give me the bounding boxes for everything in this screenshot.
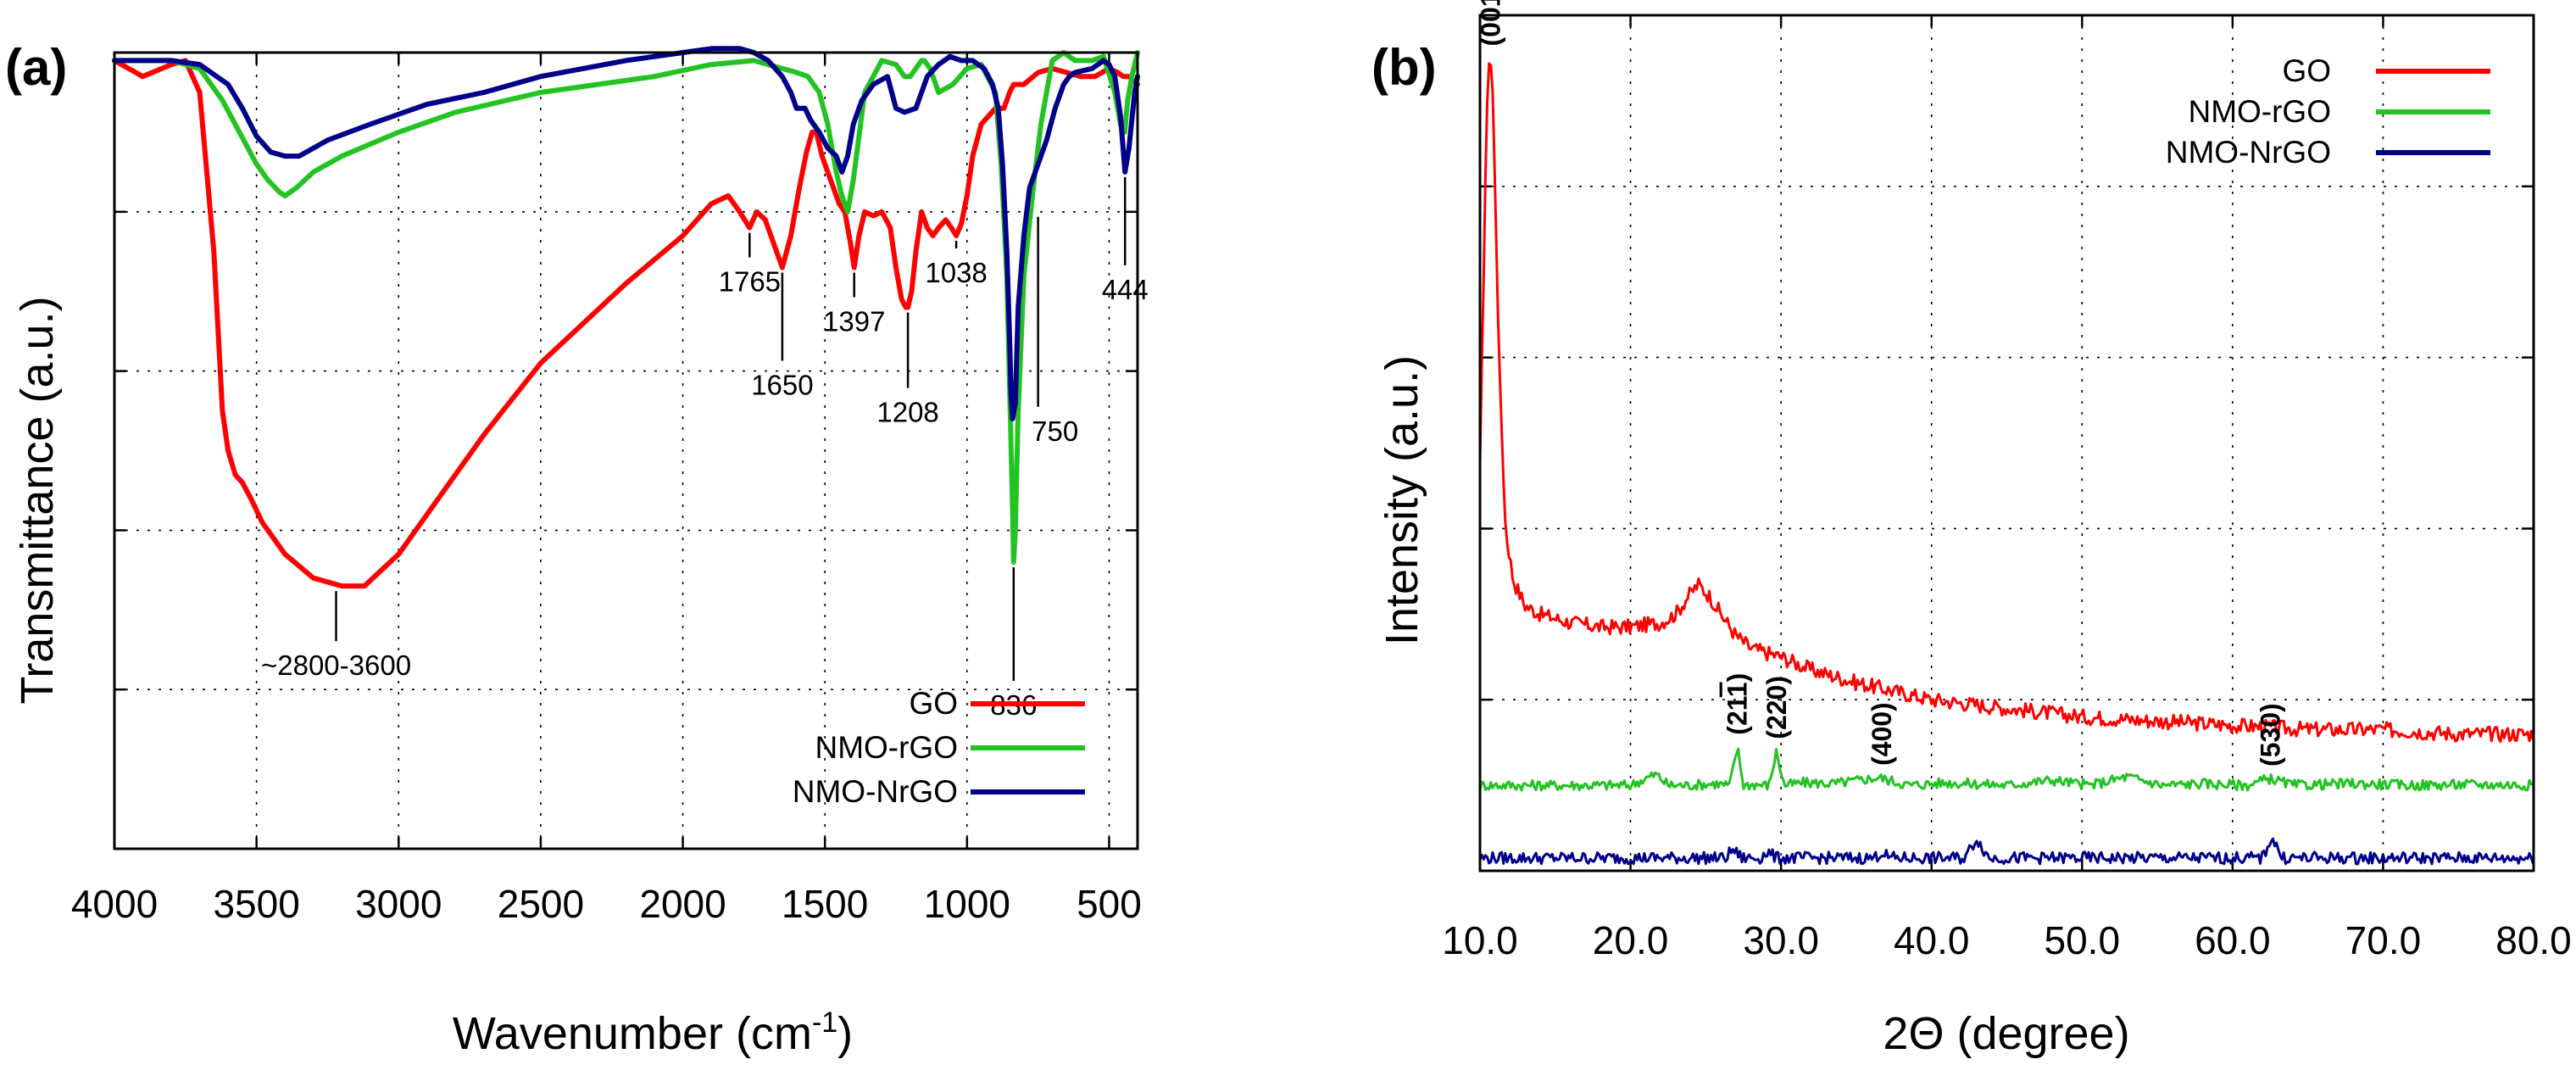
xrd-xtick-label: 50.0 xyxy=(2045,918,2121,962)
xrd-xtick-label: 80.0 xyxy=(2495,918,2572,962)
xrd-hkl-label-211: (211) xyxy=(1722,673,1753,735)
ftir-xtick-label: 500 xyxy=(1077,882,1142,926)
ftir-peak-label-1397: 1397 xyxy=(823,306,885,337)
ftir-peak-label-444: 444 xyxy=(1102,274,1149,305)
xrd-xtick-label: 20.0 xyxy=(1593,918,1669,962)
ftir-legend-label-nmo-nrgo: NMO-NrGO xyxy=(793,774,958,809)
ftir-plot-frame xyxy=(113,51,1139,850)
panel-b-label: (b) xyxy=(1371,39,1437,96)
ftir-legend: GO NMO-rGO NMO-NrGO xyxy=(793,686,1085,809)
xrd-xtick-label: 10.0 xyxy=(1442,918,1518,962)
xrd-series-go xyxy=(1478,62,2534,743)
ftir-peak-label-1208: 1208 xyxy=(876,396,938,427)
xrd-plot-frame xyxy=(1478,14,2535,873)
xrd-chart: (b) Intensity (a.u.) 2Θ (degree) 10.0 20.… xyxy=(1371,0,2572,1059)
ftir-series-nmo-nrgo xyxy=(112,46,1140,421)
xrd-series-nmo-rgo xyxy=(1478,747,2534,792)
xrd-xtick-label: 70.0 xyxy=(2345,918,2422,962)
ftir-xtick-label: 2500 xyxy=(498,882,584,926)
xrd-xtick-label: 40.0 xyxy=(1894,918,1970,962)
xrd-legend-label-nmo-nrgo: NMO-NrGO xyxy=(2166,135,2331,170)
ftir-xtick-label: 2000 xyxy=(639,882,726,926)
ftir-peak-label-2800-3600: ~2800-3600 xyxy=(261,650,411,681)
xrd-hkl-label-400: (400) xyxy=(1867,702,1897,766)
ftir-xtick-label: 3500 xyxy=(213,882,299,926)
xrd-hkl-label-530: (530) xyxy=(2255,703,2285,767)
ftir-peak-label-750: 750 xyxy=(1032,415,1078,447)
ftir-xtick-label: 1500 xyxy=(782,882,868,926)
xrd-series-nmo-nrgo xyxy=(1478,837,2534,866)
xrd-xtick-label: 30.0 xyxy=(1743,918,1819,962)
xrd-legend-label-nmo-rgo: NMO-rGO xyxy=(2188,94,2331,129)
xrd-legend-label-go: GO xyxy=(2282,53,2331,88)
ftir-series-go xyxy=(112,58,1140,589)
ftir-xtick-label: 3000 xyxy=(355,882,442,926)
ftir-series-nmo-rgo xyxy=(112,50,1140,565)
xrd-hkl-label-220: (220) xyxy=(1761,676,1792,739)
ftir-legend-label-nmo-rgo: NMO-rGO xyxy=(815,730,958,765)
panel-a-label: (a) xyxy=(5,39,67,96)
ftir-peak-label-1650: 1650 xyxy=(751,370,813,401)
xrd-xlabel: 2Θ (degree) xyxy=(1883,1008,2129,1059)
ftir-xlabel: Wavenumber (cm-1) xyxy=(453,1006,853,1059)
xrd-legend: GO NMO-rGO NMO-NrGO xyxy=(2166,53,2490,170)
ftir-xtick-label: 1000 xyxy=(924,882,1010,926)
ftir-ylabel: Transmittance (a.u.) xyxy=(12,296,63,704)
ftir-peak-label-1765: 1765 xyxy=(719,266,781,298)
xrd-ylabel: Intensity (a.u.) xyxy=(1377,355,1427,645)
xrd-xtick-label: 60.0 xyxy=(2195,918,2271,962)
ftir-chart: (a) Transmittance (a.u.) Wavenumber (cm-… xyxy=(5,39,1149,1059)
ftir-xtick-label: 4000 xyxy=(71,882,158,926)
ftir-legend-label-go: GO xyxy=(909,686,958,721)
ftir-peak-label-1038: 1038 xyxy=(925,257,987,288)
